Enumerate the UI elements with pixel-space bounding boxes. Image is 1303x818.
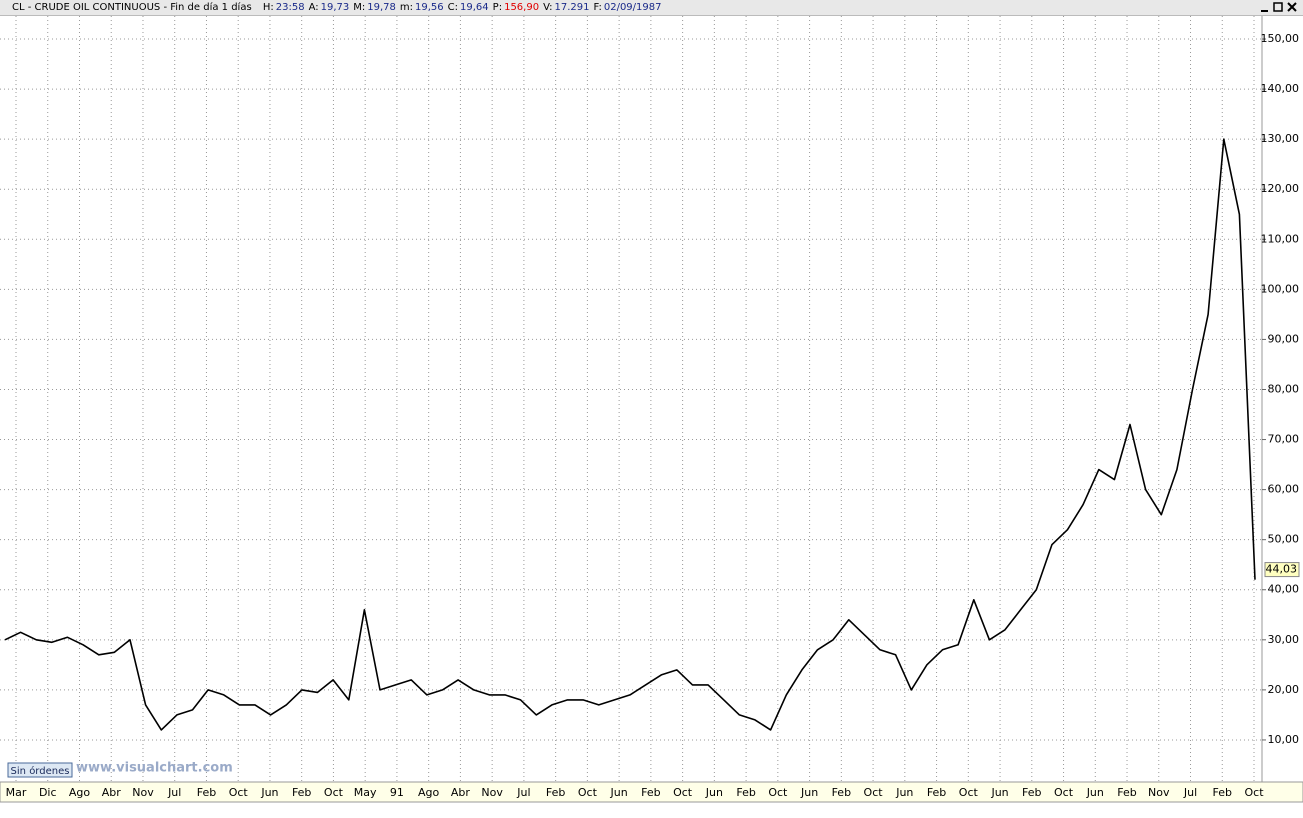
- x-tick-label: May: [354, 786, 377, 799]
- field-label: M:: [353, 2, 366, 13]
- last-value-box: [1264, 562, 1300, 578]
- last-value-label: 44,03: [1266, 563, 1298, 576]
- field-value: 19,56: [415, 2, 444, 13]
- orders-box[interactable]: [7, 762, 73, 778]
- header-fields: H: 23:58 A: 19,73 M: 19,78 m: 19,56 C: 19,64 P: 156…: [259, 2, 662, 13]
- x-tick-label: Oct: [229, 786, 249, 799]
- x-tick-label: Feb: [546, 786, 565, 799]
- x-tick-label: Jul: [516, 786, 530, 799]
- x-tick-label: Ago: [418, 786, 440, 799]
- field-label: m:: [399, 2, 414, 13]
- field-value: 02/09/1987: [603, 2, 662, 13]
- x-tick-label: Jul: [1183, 786, 1197, 799]
- y-tick-label: 140,00: [1261, 82, 1300, 95]
- header-bar: CL - CRUDE OIL CONTINUOUS - Fin de día 1…: [0, 0, 1303, 16]
- x-tick-label: Feb: [1022, 786, 1041, 799]
- x-tick-label: Oct: [959, 786, 979, 799]
- y-tick-label: 90,00: [1268, 332, 1300, 345]
- x-tick-label: Jul: [167, 786, 181, 799]
- x-tick-label: Jun: [260, 786, 278, 799]
- x-tick-label: Oct: [864, 786, 884, 799]
- x-tick-label: Oct: [1244, 786, 1264, 799]
- y-tick-label: 30,00: [1268, 633, 1300, 646]
- x-tick-label: Feb: [832, 786, 851, 799]
- x-tick-label: Nov: [132, 786, 154, 799]
- x-tick-label: Nov: [1148, 786, 1170, 799]
- field-label: P:: [492, 2, 503, 13]
- x-tick-label: Oct: [578, 786, 598, 799]
- x-tick-label: Mar: [6, 786, 27, 799]
- field-value: 156,90: [504, 2, 540, 13]
- orders-label[interactable]: Sin órdenes: [11, 765, 70, 777]
- x-tick-label: Oct: [1054, 786, 1074, 799]
- x-tick-label: Jun: [990, 786, 1008, 799]
- y-tick-label: 40,00: [1268, 583, 1300, 596]
- y-tick-label: 130,00: [1261, 132, 1300, 145]
- x-tick-label: Feb: [1213, 786, 1232, 799]
- field-value: 23:58: [275, 2, 305, 13]
- chart: 10,00 20,00 30,00 40,00 50,00 60,00 70,00 80,00…: [0, 16, 1303, 803]
- x-tick-label: Abr: [102, 786, 122, 799]
- y-tick-label: 100,00: [1261, 282, 1300, 295]
- x-tick-label: Oct: [324, 786, 344, 799]
- y-tick-label: 120,00: [1261, 182, 1300, 195]
- x-tick-label: Feb: [292, 786, 311, 799]
- y-tick-label: 60,00: [1268, 483, 1300, 496]
- window-buttons[interactable]: [1259, 2, 1299, 13]
- x-tick-label: Abr: [451, 786, 471, 799]
- header-title: CL - CRUDE OIL CONTINUOUS - Fin de día 1…: [12, 2, 252, 13]
- x-tick-label: Jun: [800, 786, 818, 799]
- x-tick-label: Jun: [705, 786, 723, 799]
- x-tick-label: Feb: [197, 786, 216, 799]
- x-tick-label: Feb: [736, 786, 755, 799]
- field-label: V:: [543, 2, 553, 13]
- field-label: C:: [447, 2, 459, 13]
- x-tick-label: Feb: [1117, 786, 1136, 799]
- x-tick-label: Jun: [610, 786, 628, 799]
- price-line: [4, 138, 1256, 731]
- x-tick-label: 91: [390, 786, 404, 799]
- x-tick-label: Feb: [641, 786, 660, 799]
- field-value: 17.291: [554, 2, 590, 13]
- y-tick-label: 150,00: [1261, 32, 1300, 45]
- y-tick-label: 10,00: [1268, 733, 1300, 746]
- y-tick-label: 70,00: [1268, 433, 1300, 446]
- y-tick-label: 50,00: [1268, 533, 1300, 546]
- field-label: A:: [308, 2, 319, 13]
- field-value: 19,73: [320, 2, 350, 13]
- x-tick-label: Feb: [927, 786, 946, 799]
- field-label: F:: [593, 2, 602, 13]
- x-tick-label: Oct: [673, 786, 693, 799]
- x-tick-label: Jun: [895, 786, 913, 799]
- site-watermark: www.visualchart.com: [76, 761, 233, 776]
- x-tick-label: Nov: [481, 786, 503, 799]
- x-tick-label: Jun: [1086, 786, 1104, 799]
- y-tick-label: 80,00: [1268, 382, 1300, 395]
- field-label: H:: [262, 2, 274, 13]
- x-tick-label: Oct: [768, 786, 788, 799]
- x-tick-label: Dic: [39, 786, 57, 799]
- field-value: 19,64: [460, 2, 489, 13]
- y-tick-label: 20,00: [1268, 683, 1300, 696]
- x-tick-label: Ago: [69, 786, 91, 799]
- field-value: 19,78: [367, 2, 396, 13]
- y-tick-label: 110,00: [1261, 232, 1300, 245]
